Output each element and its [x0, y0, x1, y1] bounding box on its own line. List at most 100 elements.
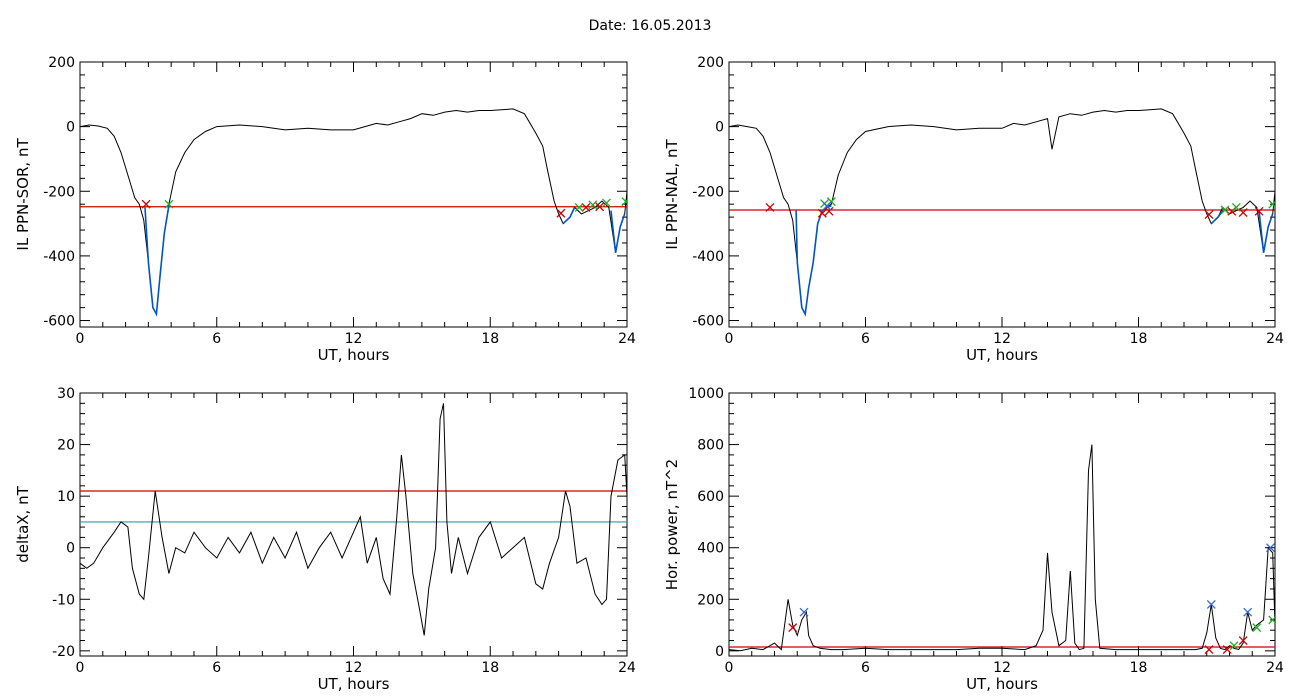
x-marker: [1231, 202, 1241, 212]
series-line: [1210, 210, 1224, 225]
x-marker: [1265, 543, 1275, 553]
x-axis-title: UT, hours: [318, 346, 390, 364]
plot-frame: [728, 61, 1276, 328]
x-tick-label: 24: [1266, 331, 1284, 347]
x-tick-label: 6: [861, 331, 870, 347]
plot-area: [729, 444, 1275, 655]
x-marker: [1254, 206, 1264, 216]
y-tick-label: 200: [697, 592, 724, 608]
y-tick-label: 400: [697, 541, 724, 557]
panel-bottom-left: 0 6 12 18 24 -20 -10 0 10 20 30 UT, hours deltaX, nT: [14, 386, 636, 693]
panel-top-left: 0 6 12 18 24 -600 -400 -200 0 200 UT, hours IL PPN-…: [14, 55, 636, 364]
y-tick-label: 30: [57, 386, 75, 402]
x-marker: [1229, 641, 1239, 651]
series-line: [610, 210, 626, 253]
x-tick-label: 24: [618, 660, 636, 676]
x-tick-label: 24: [618, 331, 636, 347]
x-marker: [1206, 599, 1216, 609]
x-marker: [1268, 199, 1275, 209]
x-tick-label: 0: [76, 331, 85, 347]
y-tick-label: -10: [52, 592, 75, 608]
y-tick-label: 0: [715, 120, 724, 136]
x-tick-label: 12: [993, 331, 1011, 347]
y-tick-label: -400: [43, 249, 75, 265]
x-marker: [595, 202, 605, 212]
panel-top-right: 0 6 12 18 24 -600 -400 -200 0 200 UT, hours IL PPN-…: [663, 55, 1284, 364]
plot-frame: [79, 392, 628, 657]
y-tick-label: 0: [715, 644, 724, 660]
y-axis-title: IL PPN-SOR, nT: [14, 138, 32, 251]
x-marker: [141, 199, 151, 209]
y-tick-label: 800: [697, 438, 724, 454]
plot-area: [80, 108, 627, 317]
x-tick-label: 18: [1130, 331, 1148, 347]
x-tick-label: 0: [725, 331, 734, 347]
series-line: [795, 205, 832, 317]
x-marker: [621, 197, 627, 207]
x-marker: [164, 199, 174, 209]
x-tick-label: 6: [212, 660, 221, 676]
y-tick-label: -200: [43, 184, 75, 200]
x-marker: [1204, 210, 1214, 219]
y-tick-label: -600: [692, 314, 724, 330]
x-tick-label: 12: [345, 660, 363, 676]
x-marker: [1243, 607, 1253, 617]
y-axis-title: IL PPN-NAL, nT: [663, 139, 681, 250]
x-marker: [602, 198, 611, 208]
x-tick-label: 18: [481, 660, 499, 676]
x-tick-label: 12: [993, 660, 1011, 676]
x-marker: [588, 200, 598, 210]
series-line: [729, 444, 1275, 652]
x-tick-label: 18: [481, 331, 499, 347]
x-tick-label: 0: [725, 660, 734, 676]
y-tick-label: -20: [52, 644, 75, 660]
x-marker: [1238, 636, 1248, 645]
x-marker: [1238, 208, 1248, 218]
x-tick-label: 24: [1266, 660, 1284, 676]
x-axis-title: UT, hours: [966, 675, 1038, 693]
x-marker: [574, 202, 584, 212]
x-tick-label: 6: [861, 660, 870, 676]
y-tick-label: 1000: [688, 386, 724, 402]
x-marker: [817, 208, 827, 218]
x-marker: [1204, 645, 1214, 655]
y-tick-label: 20: [57, 438, 75, 454]
y-axis-title: deltaX, nT: [14, 485, 32, 562]
x-marker: [1222, 645, 1232, 655]
plot-area: [729, 108, 1275, 317]
series-line: [1258, 211, 1274, 253]
x-axis-title: UT, hours: [318, 675, 390, 693]
x-marker: [581, 202, 591, 212]
x-axis-title: UT, hours: [966, 346, 1038, 364]
y-tick-label: -400: [692, 249, 724, 265]
y-tick-label: 200: [48, 55, 75, 71]
y-tick-label: 0: [66, 120, 75, 136]
x-tick-label: 18: [1130, 660, 1148, 676]
x-tick-label: 12: [345, 331, 363, 347]
y-tick-label: 0: [66, 541, 75, 557]
plot-area: [80, 403, 627, 636]
y-tick-label: 10: [57, 489, 75, 505]
x-marker: [788, 623, 798, 633]
y-tick-label: 200: [697, 55, 724, 71]
y-tick-label: 600: [697, 489, 724, 505]
series-line: [80, 403, 627, 636]
y-tick-label: -600: [43, 314, 75, 330]
x-tick-label: 6: [212, 331, 221, 347]
x-marker: [1220, 205, 1230, 215]
x-marker: [1252, 623, 1262, 633]
x-marker: [799, 607, 809, 617]
series-line: [729, 108, 1275, 316]
x-tick-label: 0: [76, 660, 85, 676]
series-line: [562, 207, 576, 225]
y-axis-title: Hor. power, nT^2: [663, 459, 681, 590]
plot-frame: [79, 61, 628, 328]
series-line: [80, 108, 627, 316]
x-marker: [824, 206, 834, 216]
panel-bottom-right: 0 6 12 18 24 0 200 400 600 800 1000 UT, hours Hor. p…: [663, 386, 1284, 693]
x-marker: [556, 208, 566, 218]
x-marker: [765, 202, 775, 212]
y-tick-label: -200: [692, 184, 724, 200]
page-title: Date: 16.05.2013: [588, 18, 712, 34]
